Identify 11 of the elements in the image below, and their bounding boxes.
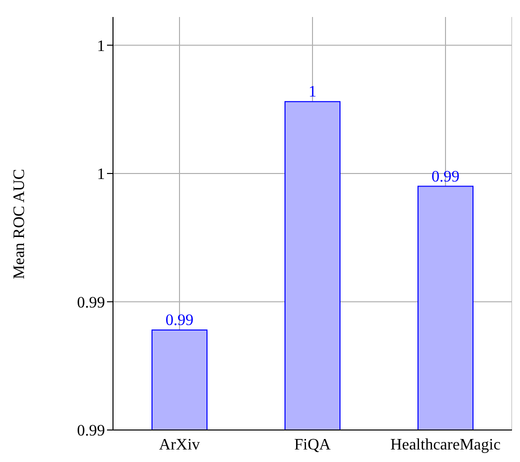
x-tick-label: FiQA [294,436,332,454]
x-tick-label: ArXiv [159,436,200,454]
data-label: 0.99 [166,312,194,329]
y-axis-title: Mean ROC AUC [11,168,29,279]
data-label: 1 [308,84,316,101]
y-tick-label: 1 [97,38,105,55]
x-tick-label: HealthcareMagic [390,436,501,454]
y-tick-label: 1 [97,166,105,184]
data-label: 0.99 [432,168,460,186]
y-tick-label: 0.99 [77,422,105,440]
y-tick-label: 0.99 [77,294,105,312]
